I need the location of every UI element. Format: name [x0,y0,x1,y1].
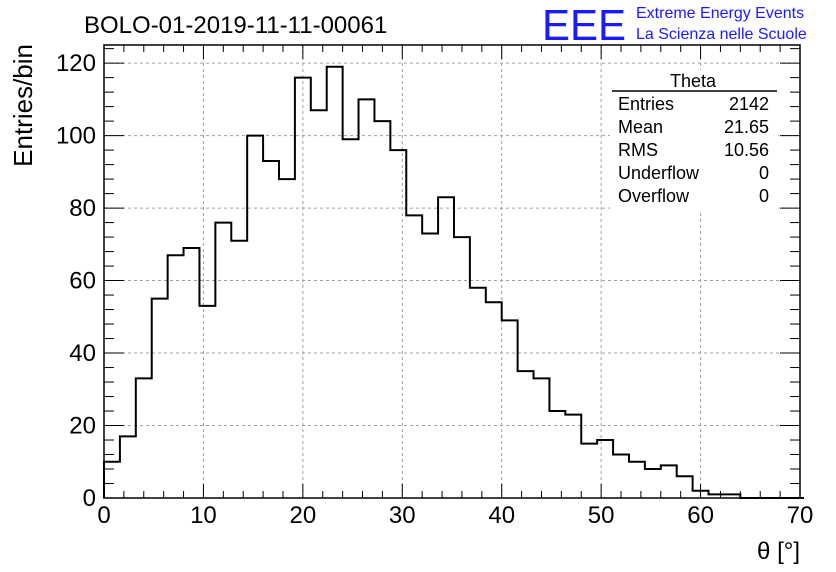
y-tick-label: 80 [69,195,96,222]
histogram-bin [454,237,470,498]
histogram-bin [597,440,613,498]
x-tick-label: 60 [687,502,714,529]
histogram-bin [184,248,200,498]
histogram-bin [152,299,168,498]
histogram-bin [247,136,263,498]
stats-value-rms: 10.56 [724,140,769,160]
histogram-bin [295,78,311,498]
x-tick-labels: 0 10 20 30 40 50 60 70 [97,502,813,529]
stats-value-mean: 21.65 [724,117,769,137]
histogram-bin [693,491,709,498]
y-axis-label: Entries/bin [8,44,38,167]
histogram-bin [390,150,406,498]
histogram-bin [518,371,534,498]
histogram-bin [263,161,279,498]
eee-logo-mark: EEE [542,1,626,50]
histogram-bin [199,306,215,498]
y-tick-label: 20 [69,413,96,440]
stats-box-title: Theta [670,71,717,91]
histogram-bin [677,476,693,498]
stats-label-underflow: Underflow [618,163,700,183]
stats-label-entries: Entries [618,94,674,114]
grid-lines [104,45,800,498]
x-tick-label: 10 [190,502,217,529]
stats-value-overflow: 0 [759,186,769,206]
stats-label-overflow: Overflow [618,186,690,206]
x-axis-label: θ [°] [757,538,800,565]
x-tick-label: 30 [389,502,416,529]
histogram-bin [374,121,390,498]
logo-line-2: La Scienza nelle Scuole [636,26,807,43]
histogram-bin [231,241,247,498]
histogram-series [103,65,804,499]
histogram-bin [613,455,629,498]
histogram-bin [359,99,375,498]
stats-box: Theta Entries 2142 Mean 21.65 RMS 10.56 … [610,70,778,212]
plot-frame [103,44,801,499]
x-tick-label: 70 [787,502,814,529]
x-tick-label: 40 [488,502,515,529]
y-tick-label: 40 [69,340,96,367]
histogram-bin [470,288,486,498]
y-tick-label: 0 [83,485,96,512]
histogram-bin [311,110,327,498]
stats-value-entries: 2142 [729,94,769,114]
histogram-bin [502,320,518,498]
y-tick-label: 100 [56,123,96,150]
histogram-bin [549,411,565,498]
histogram-bin [215,223,231,498]
histogram-bin [534,378,550,498]
histogram-bin [168,255,184,498]
x-tick-label: 50 [588,502,615,529]
histogram-bin [438,197,454,498]
stats-value-underflow: 0 [759,163,769,183]
histogram-bin [120,436,136,498]
histogram-bin [406,215,422,498]
stats-label-rms: RMS [618,140,658,160]
logo-line-1: Extreme Energy Events [636,5,804,22]
histogram-bin [136,378,152,498]
y-tick-label: 60 [69,268,96,295]
histogram-bin [422,233,438,498]
histogram-bin [104,462,120,498]
y-tick-labels: 0 20 40 60 80 100 120 [56,50,96,512]
y-tick-label: 120 [56,50,96,77]
histogram-bin [565,415,581,498]
histogram-bin [581,444,597,498]
histogram-bin [629,462,645,498]
stats-box-background [610,70,778,212]
histogram-bin [343,139,359,498]
histogram-bin [279,179,295,498]
histogram-bin [645,469,661,498]
stats-label-mean: Mean [618,117,663,137]
histogram-bin [327,67,343,498]
x-tick-label: 0 [97,502,110,529]
histogram-bin [661,465,677,498]
histogram-bin [486,302,502,498]
axis-ticks [103,45,801,499]
x-tick-label: 20 [290,502,317,529]
chart-title: BOLO-01-2019-11-11-00061 [84,12,387,39]
